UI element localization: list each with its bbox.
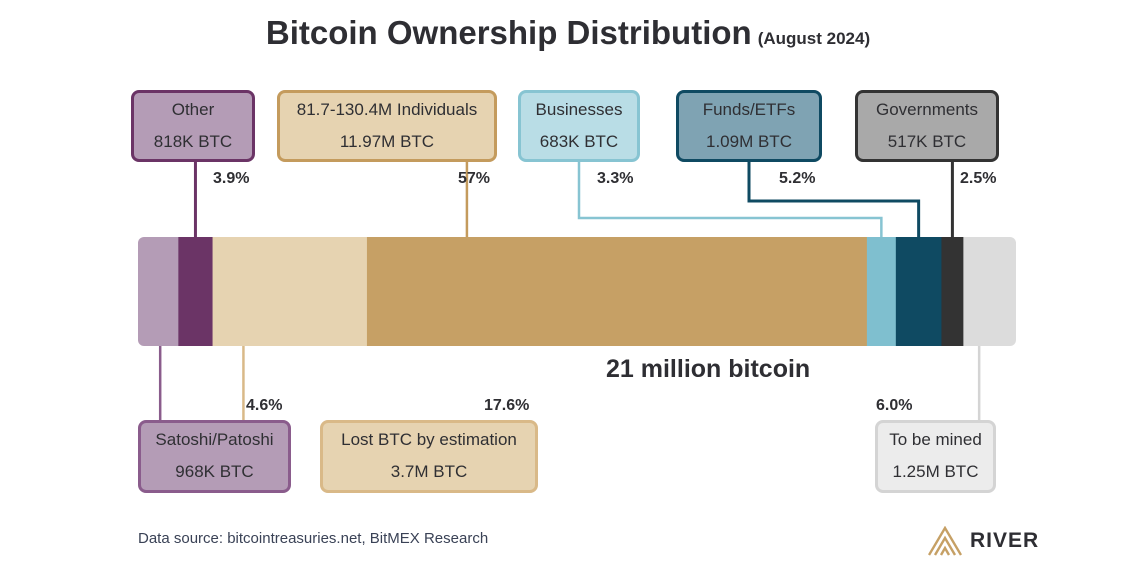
label-amount-businesses: 683K BTC xyxy=(539,132,619,151)
leader-line-funds xyxy=(747,162,921,237)
percent-label-businesses: 3.3% xyxy=(597,170,634,187)
bar-segment-to_be_mined xyxy=(963,237,1016,346)
label-name-other: Other xyxy=(171,100,215,119)
label-name-businesses: Businesses xyxy=(535,100,623,119)
label-amount-other: 818K BTC xyxy=(153,132,233,151)
bar-segment-funds xyxy=(895,237,943,346)
label-box-satoshi: Satoshi/Patoshi 968K BTC xyxy=(138,420,291,493)
title-text: Bitcoin Ownership Distribution xyxy=(265,14,752,51)
subtitle-text: (August 2024) xyxy=(757,29,871,48)
label-amount-governments: 517K BTC xyxy=(887,132,967,151)
label-name-funds: Funds/ETFs xyxy=(702,100,796,119)
label-amount-lost: 3.7M BTC xyxy=(390,462,468,481)
percent-label-lost: 17.6% xyxy=(484,397,530,414)
brand-name: RIVER xyxy=(970,529,1040,552)
label-box-to_be_mined: To be mined 1.25M BTC xyxy=(875,420,996,493)
label-box-individuals: 81.7-130.4M Individuals 11.97M BTC xyxy=(277,90,497,162)
percent-label-governments: 2.5% xyxy=(960,170,997,187)
bar-segment-governments xyxy=(941,237,964,346)
bar-segment-other xyxy=(178,237,214,346)
bar-segment-satoshi xyxy=(138,237,179,346)
label-name-to_be_mined: To be mined xyxy=(889,430,982,449)
bar-segment-lost xyxy=(212,237,368,346)
label-name-satoshi: Satoshi/Patoshi xyxy=(155,430,274,449)
label-amount-satoshi: 968K BTC xyxy=(175,462,254,481)
river-chevron-logo-icon xyxy=(928,526,962,556)
label-amount-to_be_mined: 1.25M BTC xyxy=(892,462,979,481)
percent-label-funds: 5.2% xyxy=(779,170,816,187)
stacked-bar xyxy=(138,237,1016,346)
leader-line-businesses xyxy=(577,162,883,237)
bar-segment-businesses xyxy=(866,237,897,346)
label-name-governments: Governments xyxy=(875,100,979,119)
label-box-governments: Governments 517K BTC xyxy=(855,90,999,162)
label-box-other: Other 818K BTC xyxy=(131,90,255,162)
percent-label-other: 3.9% xyxy=(213,170,250,187)
label-box-businesses: Businesses 683K BTC xyxy=(518,90,640,162)
label-box-lost: Lost BTC by estimation 3.7M BTC xyxy=(320,420,538,493)
chart-title: Bitcoin Ownership Distribution (August 20… xyxy=(0,14,1136,52)
percent-label-to_be_mined: 6.0% xyxy=(876,397,913,414)
bar-segment-individuals xyxy=(366,237,868,346)
label-name-individuals: 81.7-130.4M Individuals xyxy=(296,100,478,119)
leader-lines xyxy=(158,162,981,420)
data-source-text: Data source: bitcointreasuries.net, BitM… xyxy=(138,530,489,547)
label-box-funds: Funds/ETFs 1.09M BTC xyxy=(676,90,822,162)
label-amount-funds: 1.09M BTC xyxy=(706,132,792,151)
label-name-lost: Lost BTC by estimation xyxy=(341,430,517,449)
total-label: 21 million bitcoin xyxy=(606,355,811,383)
label-amount-individuals: 11.97M BTC xyxy=(339,132,435,151)
percent-label-satoshi: 4.6% xyxy=(246,397,283,414)
percent-label-individuals: 57% xyxy=(458,170,491,187)
river-brand: RIVER xyxy=(928,526,1039,556)
